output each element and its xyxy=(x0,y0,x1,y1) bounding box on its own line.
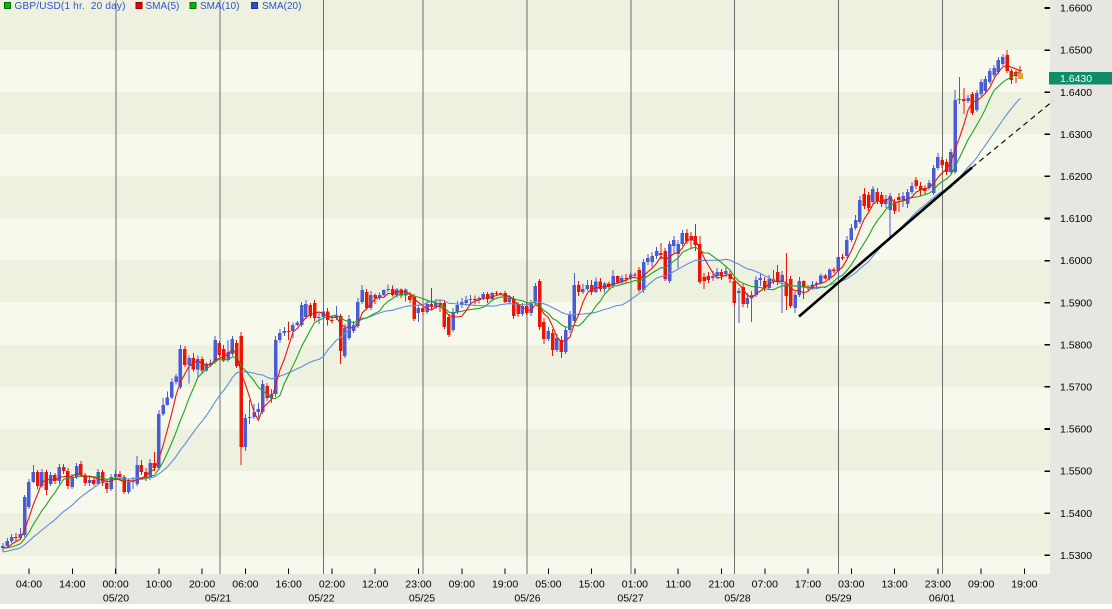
svg-text:05/21: 05/21 xyxy=(205,593,231,605)
svg-text:SMA(10): SMA(10) xyxy=(200,1,239,12)
svg-text:20:00: 20:00 xyxy=(189,579,215,591)
svg-text:1.6600: 1.6600 xyxy=(1060,3,1092,15)
svg-text:1.5600: 1.5600 xyxy=(1060,424,1092,436)
svg-text:02:00: 02:00 xyxy=(319,579,345,591)
svg-text:19:00: 19:00 xyxy=(492,579,518,591)
svg-text:12:00: 12:00 xyxy=(362,579,388,591)
svg-text:11:00: 11:00 xyxy=(665,579,691,591)
svg-text:23:00: 23:00 xyxy=(405,579,431,591)
svg-text:10:00: 10:00 xyxy=(146,579,172,591)
svg-text:05/22: 05/22 xyxy=(308,593,334,605)
svg-text:17:00: 17:00 xyxy=(795,579,821,591)
svg-text:1.6200: 1.6200 xyxy=(1060,171,1092,183)
svg-text:04:00: 04:00 xyxy=(16,579,42,591)
svg-text:05/26: 05/26 xyxy=(514,593,540,605)
svg-text:1.6300: 1.6300 xyxy=(1060,129,1092,141)
svg-text:1.6100: 1.6100 xyxy=(1060,213,1092,225)
svg-text:1.6500: 1.6500 xyxy=(1060,45,1092,57)
svg-text:00:00: 00:00 xyxy=(102,579,128,591)
svg-text:06/01: 06/01 xyxy=(929,593,955,605)
svg-text:15:00: 15:00 xyxy=(578,579,604,591)
svg-text:SMA(5): SMA(5) xyxy=(146,1,180,12)
svg-text:1.5400: 1.5400 xyxy=(1060,508,1092,520)
svg-text:19:00: 19:00 xyxy=(1011,579,1037,591)
svg-text:1.5500: 1.5500 xyxy=(1060,466,1092,478)
svg-text:1.5300: 1.5300 xyxy=(1060,550,1092,562)
svg-text:09:00: 09:00 xyxy=(449,579,475,591)
svg-text:05/28: 05/28 xyxy=(724,593,750,605)
svg-text:05/25: 05/25 xyxy=(409,593,435,605)
svg-text:1.5800: 1.5800 xyxy=(1060,339,1092,351)
svg-text:06:00: 06:00 xyxy=(232,579,258,591)
svg-text:1.6000: 1.6000 xyxy=(1060,255,1092,267)
svg-text:01:00: 01:00 xyxy=(622,579,648,591)
svg-text:05/20: 05/20 xyxy=(103,593,129,605)
svg-text:GBP/USD(1 hr. 20 day): GBP/USD(1 hr. 20 day) xyxy=(15,1,126,12)
svg-text:16:00: 16:00 xyxy=(276,579,302,591)
svg-text:07:00: 07:00 xyxy=(752,579,778,591)
svg-text:1.6430: 1.6430 xyxy=(1060,73,1092,85)
svg-text:09:00: 09:00 xyxy=(968,579,994,591)
svg-text:SMA(20): SMA(20) xyxy=(262,1,301,12)
svg-text:21:00: 21:00 xyxy=(708,579,734,591)
svg-text:05/29: 05/29 xyxy=(825,593,851,605)
svg-text:1.5700: 1.5700 xyxy=(1060,382,1092,394)
svg-text:23:00: 23:00 xyxy=(925,579,951,591)
svg-text:05:00: 05:00 xyxy=(535,579,561,591)
svg-text:03:00: 03:00 xyxy=(838,579,864,591)
svg-text:1.5900: 1.5900 xyxy=(1060,297,1092,309)
svg-text:1.6400: 1.6400 xyxy=(1060,87,1092,99)
svg-text:05/27: 05/27 xyxy=(617,593,643,605)
svg-text:14:00: 14:00 xyxy=(59,579,85,591)
svg-text:13:00: 13:00 xyxy=(881,579,907,591)
